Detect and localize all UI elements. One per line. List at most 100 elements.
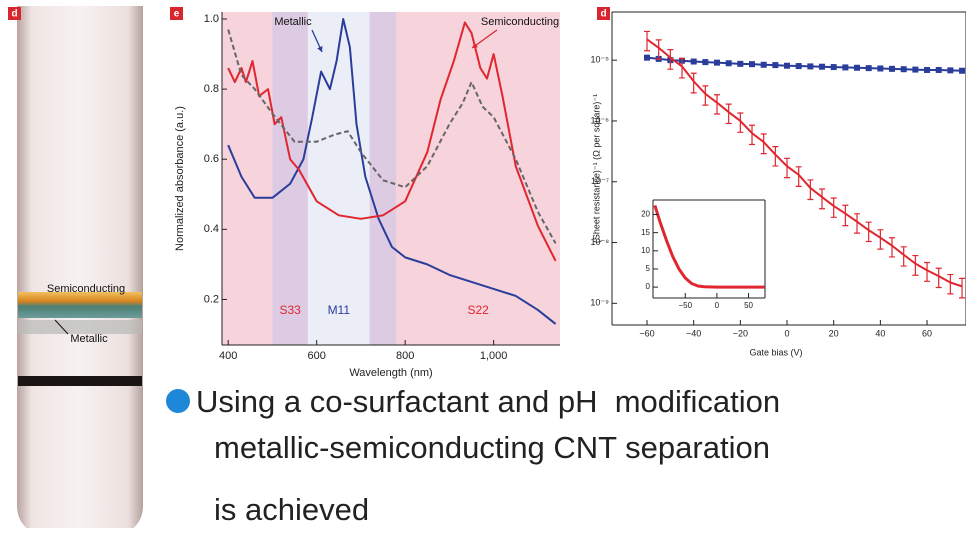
series-line	[646, 56, 963, 72]
x-tick-label: 20	[829, 328, 839, 338]
error-bar	[912, 254, 919, 276]
plot-area	[227, 12, 560, 345]
marker	[842, 64, 849, 71]
error-bar	[760, 133, 767, 155]
error-bar	[842, 204, 849, 227]
series-line	[646, 38, 963, 288]
region	[307, 12, 370, 345]
panel-label: e	[174, 9, 180, 20]
error-bar	[644, 30, 651, 52]
marker	[690, 58, 697, 65]
error-bar	[655, 39, 662, 60]
error-bar	[865, 221, 872, 243]
y-tick-label: 20	[641, 210, 650, 219]
error-bar	[749, 124, 756, 146]
error-bar	[819, 188, 826, 210]
series-line	[653, 204, 765, 289]
y-tick-label: 10⁻⁷	[591, 176, 609, 186]
error-bar	[947, 273, 954, 295]
error-bar	[935, 267, 942, 289]
x-tick-label: 0	[715, 301, 720, 310]
y-tick-label: 0.2	[204, 293, 219, 305]
error-bar	[784, 157, 791, 179]
error-bar	[714, 94, 721, 115]
arrow-head	[472, 42, 478, 48]
panel-label-box	[597, 7, 610, 20]
y-tick-label: 10⁻⁹	[590, 298, 609, 308]
series-line	[227, 21, 557, 262]
band-label: Semiconducting	[47, 283, 125, 295]
y-axis-label: (Sheet resistance)⁻¹ (Ω per square)⁻¹	[591, 94, 601, 243]
marker	[900, 66, 907, 73]
series-label: Metallic	[274, 16, 312, 28]
region	[396, 12, 560, 345]
marker	[912, 66, 919, 73]
y-tick-label: 10	[641, 246, 650, 255]
region	[272, 12, 308, 345]
chart: S33 M11 S22 Metallic Semiconducting 0.2 0.4 0.6…	[170, 7, 560, 379]
marker	[924, 66, 931, 73]
error-bar	[772, 146, 779, 167]
y-tick-label: 0.4	[204, 223, 219, 235]
x-tick-label: 50	[744, 301, 753, 310]
y-tick-label: 0.6	[204, 153, 219, 165]
y-tick-label: 0.8	[204, 83, 219, 95]
marker	[889, 65, 896, 72]
x-tick-label: 600	[307, 350, 325, 362]
x-tick-label: 40	[875, 328, 885, 338]
marker	[714, 59, 721, 66]
error-bar	[795, 166, 802, 187]
marker	[830, 64, 837, 71]
error-bar	[679, 57, 686, 79]
error-bar	[889, 237, 896, 258]
marker	[877, 65, 884, 72]
band-label: Metallic	[70, 333, 108, 345]
error-bar	[830, 197, 837, 218]
x-tick-label: 800	[396, 350, 414, 362]
marker	[854, 64, 861, 71]
marker	[702, 59, 709, 66]
y-tick-label: 15	[641, 228, 650, 237]
panel-label-box	[8, 7, 21, 20]
marker	[760, 61, 767, 68]
marker	[737, 60, 744, 67]
marker	[947, 67, 954, 74]
y-axis-label: Normalized absorbance (a.u.)	[174, 106, 186, 251]
region-label: M11	[328, 303, 351, 317]
leader-line	[54, 319, 69, 335]
bullet-text: Using a co-surfactant and pH modificatio…	[196, 384, 780, 419]
y-tick-label: 10⁻⁸	[590, 237, 609, 247]
region	[369, 12, 397, 345]
x-axis-label: Wavelength (nm)	[349, 367, 432, 379]
x-tick-label: 0	[785, 328, 790, 338]
error-bar	[725, 103, 732, 125]
bullet-text: is achieved	[214, 492, 369, 527]
tube	[17, 6, 143, 533]
error-bar	[807, 179, 814, 201]
x-tick-label: −50	[678, 301, 692, 310]
series-label: Semiconducting	[481, 16, 559, 28]
error-bar	[900, 246, 907, 267]
marker	[795, 63, 802, 70]
y-tick-label: 10⁻⁵	[591, 55, 610, 65]
error-bar	[877, 229, 884, 250]
error-bar	[690, 72, 697, 94]
region-label: S22	[467, 303, 489, 317]
marker	[772, 62, 779, 69]
panel-label: d	[11, 9, 17, 20]
y-tick-label: 5	[646, 264, 651, 273]
region-label: S33	[279, 303, 301, 317]
series-line	[227, 29, 557, 244]
y-tick-label: 1.0	[204, 13, 219, 25]
chart: 10⁻⁵ 10⁻⁶ 10⁻⁷ 10⁻⁸ 10⁻⁹ −60 −40 −20 0 20 40 60 Gate…	[590, 7, 966, 357]
panel-label-box	[170, 7, 183, 20]
marker	[959, 67, 966, 74]
error-bar	[737, 112, 744, 133]
error-bar	[667, 49, 674, 70]
plot-area	[653, 204, 765, 289]
plot-background	[653, 200, 765, 298]
diffuse-band	[18, 320, 142, 334]
x-tick-label: −60	[639, 328, 654, 338]
marker	[644, 54, 651, 61]
